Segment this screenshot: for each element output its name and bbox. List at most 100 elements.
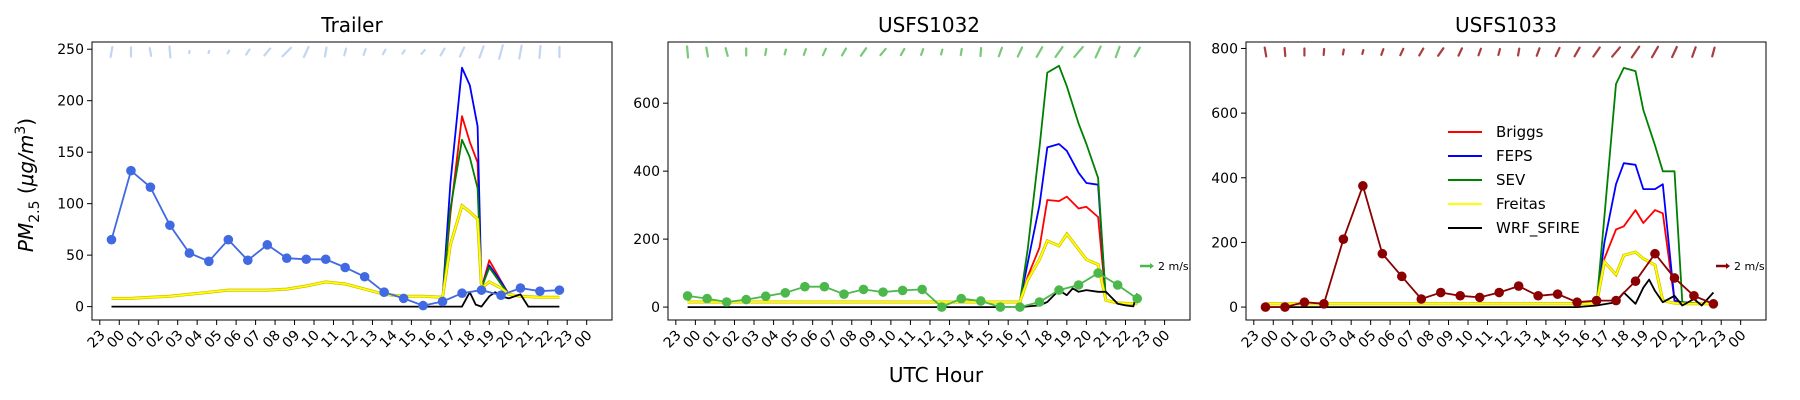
wind-arrow	[705, 46, 709, 58]
wind-arrow	[1073, 45, 1084, 59]
wind-arrow	[979, 46, 983, 58]
wind-arrow	[458, 46, 466, 58]
observed-point	[1611, 295, 1621, 306]
legend-label: SEV	[1496, 171, 1526, 189]
wind-arrow	[724, 47, 729, 57]
y-tick-label: 50	[66, 248, 84, 264]
observed-point	[301, 254, 312, 265]
shared-y-axis-label: PM2.5 (μg/m3)	[13, 118, 43, 252]
observed-point	[1397, 271, 1407, 282]
observed-point	[1591, 295, 1602, 306]
wind-arrow	[1650, 45, 1660, 59]
y-tick-label: 0	[75, 300, 84, 316]
observed-point	[437, 296, 448, 307]
wind-arrow	[420, 48, 426, 56]
wind-arrow	[1016, 46, 1024, 58]
y-tick-label: 400	[1211, 171, 1238, 187]
observed-point	[800, 281, 810, 292]
observed-point	[1280, 302, 1290, 312]
observed-point	[721, 297, 732, 307]
wind-arrow	[1361, 48, 1365, 56]
observed-point	[858, 284, 869, 295]
observed-point	[1093, 268, 1103, 278]
legend-label: Freitas	[1496, 195, 1546, 213]
wind-arrow	[1691, 46, 1697, 58]
panel-title: USFS1032	[878, 13, 980, 37]
observed-point	[1338, 234, 1349, 244]
observed-point	[1572, 297, 1582, 308]
observed-point	[1689, 290, 1699, 301]
observed-point	[917, 284, 927, 295]
series-line-wrf_sfire	[1265, 278, 1715, 309]
wind-arrow	[226, 49, 231, 55]
wind-arrow	[168, 45, 172, 59]
y-tick-label: 600	[633, 96, 660, 112]
wind-arrow	[439, 47, 446, 57]
wind-arrow	[323, 46, 328, 58]
observed-point	[1319, 299, 1329, 309]
wind-arrow	[362, 48, 367, 56]
observed-point	[1073, 280, 1084, 290]
observed-point	[1260, 302, 1271, 312]
observed-point	[956, 293, 967, 304]
plot-area	[106, 44, 565, 311]
observed-point	[554, 285, 565, 295]
wind-key-arrowhead	[1726, 263, 1730, 269]
observed-point	[1650, 248, 1660, 259]
observed-point	[106, 234, 117, 245]
observed-point	[976, 296, 986, 306]
series-line-freitas-shadow	[111, 203, 560, 300]
observed-point	[320, 254, 331, 265]
observed-point	[1132, 293, 1143, 304]
panel-2: USFS103202004006002300010203040506070809…	[633, 13, 1191, 351]
y-tick-label: 0	[651, 300, 660, 316]
wind-arrow	[1573, 46, 1581, 58]
observed-point	[262, 240, 273, 250]
observed-point	[223, 234, 234, 245]
observed-point	[418, 300, 428, 311]
observed-point	[145, 182, 156, 192]
observed-point	[995, 302, 1006, 312]
observed-point	[1669, 273, 1680, 283]
observed-point	[897, 285, 908, 296]
legend-label: Briggs	[1496, 123, 1544, 141]
wind-arrow	[1516, 47, 1521, 57]
wind-arrow	[343, 47, 348, 57]
wind-arrow	[1341, 48, 1345, 56]
x-tick-label: 00	[572, 328, 596, 352]
panel-3: USFS103302004006008002300010203040506070…	[1211, 13, 1767, 352]
wind-arrow	[1399, 47, 1405, 57]
wind-arrow	[821, 47, 827, 57]
wind-arrow	[1611, 46, 1621, 58]
observed-point	[1455, 290, 1466, 301]
observed-point	[165, 220, 175, 231]
observed-point	[243, 255, 253, 266]
legend-label: WRF_SFIRE	[1496, 219, 1580, 238]
observed-point	[281, 253, 292, 264]
series-line-feps	[687, 143, 1138, 305]
wind-key-label: 2 m/s	[1158, 260, 1189, 273]
observed-point	[1054, 285, 1064, 295]
observed-point	[682, 291, 693, 301]
observed-point	[126, 165, 136, 176]
observed-point	[839, 289, 849, 299]
observed-point	[1416, 294, 1427, 304]
observed-point	[515, 283, 526, 293]
series-line-freitas-shadow	[687, 231, 1138, 306]
series-line-briggs	[1265, 209, 1714, 305]
observed-point	[878, 287, 888, 297]
wind-arrow	[1114, 45, 1121, 59]
observed-point	[379, 287, 389, 298]
wind-arrow	[879, 47, 887, 57]
observed-point	[1552, 289, 1563, 299]
observed-point	[359, 271, 370, 282]
observed-point	[702, 293, 712, 304]
wind-arrow	[1263, 46, 1268, 58]
series-line-wrf_sfire	[687, 287, 1139, 309]
wind-arrow	[783, 48, 788, 56]
wind-arrow	[1497, 48, 1502, 56]
observed-point	[496, 290, 506, 301]
observed-point	[780, 288, 791, 298]
x-tick-label: 00	[1726, 328, 1750, 352]
y-tick-label: 800	[1211, 41, 1238, 57]
